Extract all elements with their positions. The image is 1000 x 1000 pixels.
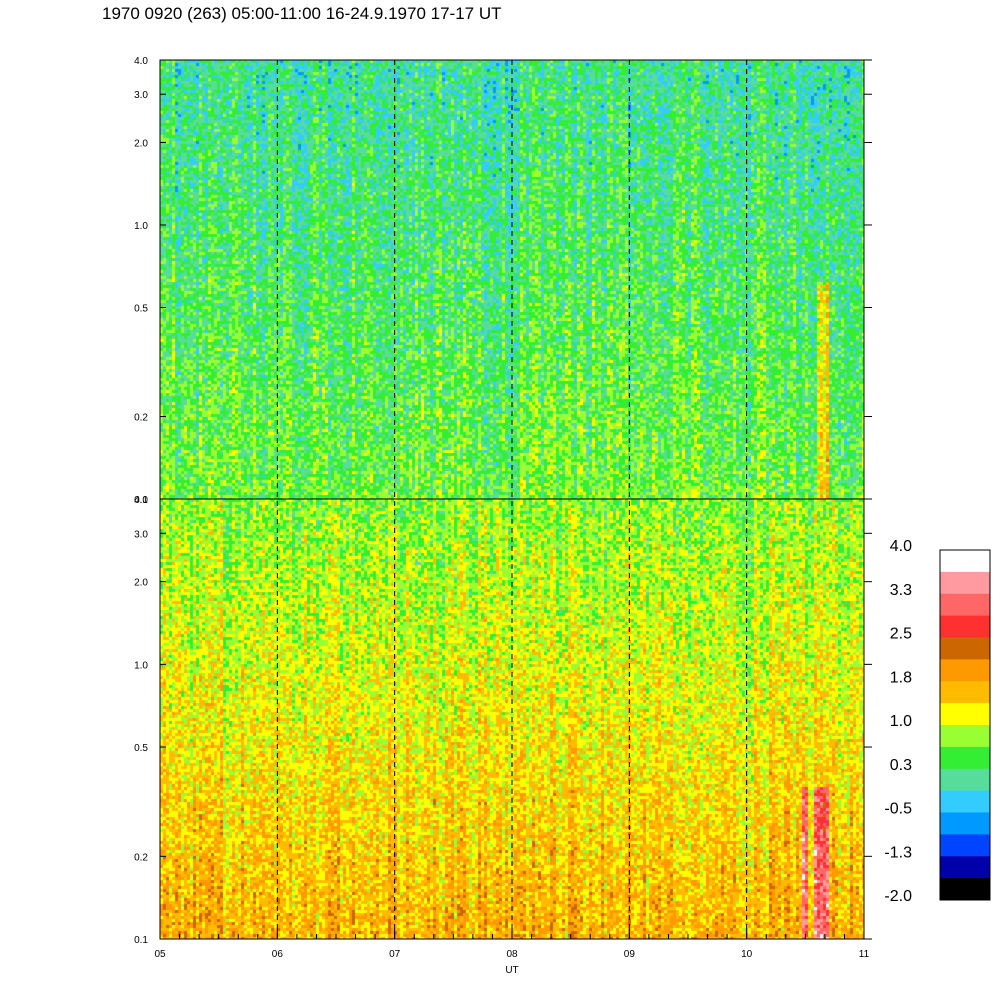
colorbar-swatch bbox=[940, 659, 990, 682]
y-tick-label: 2.0 bbox=[134, 138, 148, 149]
y-tick-label: 1.0 bbox=[134, 221, 148, 232]
chart-title: 1970 0920 (263) 05:00-11:00 16-24.9.1970… bbox=[102, 4, 502, 23]
x-tick-label: 05 bbox=[154, 949, 166, 960]
y-tick-label: 0.1 bbox=[134, 935, 148, 946]
x-tick-label: 08 bbox=[506, 949, 518, 960]
colorbar-swatch bbox=[940, 834, 990, 857]
colorbar-swatch bbox=[940, 812, 990, 835]
y-tick-label: 1.0 bbox=[134, 660, 148, 671]
colorbar-swatch bbox=[940, 593, 990, 617]
colorbar-label: 0.3 bbox=[890, 757, 912, 774]
colorbar-label: 3.3 bbox=[890, 582, 912, 599]
y-tick-label: 3.0 bbox=[134, 529, 148, 540]
colorbar-swatch bbox=[940, 856, 990, 879]
y-tick-label: 0.2 bbox=[134, 852, 148, 863]
x-tick-label: 09 bbox=[624, 949, 636, 960]
colorbar-swatch bbox=[940, 615, 990, 638]
y-tick-label: 3.0 bbox=[134, 90, 148, 101]
y-tick-label: 0.1 bbox=[134, 495, 148, 506]
colorbar-label: 1.8 bbox=[890, 669, 912, 686]
colorbar-swatch bbox=[940, 725, 990, 748]
colorbar-label: 4.0 bbox=[890, 538, 912, 555]
x-tick-label: 10 bbox=[741, 949, 753, 960]
colorbar-swatch bbox=[940, 703, 990, 726]
colorbar-swatch bbox=[940, 878, 990, 901]
colorbar-swatch bbox=[940, 571, 990, 595]
y-tick-label: 4.0 bbox=[134, 56, 148, 67]
y-tick-label: 4.0 bbox=[134, 495, 148, 506]
colorbar-frame bbox=[939, 549, 991, 901]
y-tick-label: 0.2 bbox=[134, 413, 148, 424]
x-tick-label: 06 bbox=[272, 949, 284, 960]
y-tick-label: 0.5 bbox=[134, 743, 148, 754]
colorbar-swatch bbox=[940, 550, 990, 573]
colorbar-swatch bbox=[940, 790, 990, 813]
colorbar-label: 1.0 bbox=[890, 713, 912, 730]
x-tick-label: 07 bbox=[389, 949, 401, 960]
y-tick-label: 2.0 bbox=[134, 578, 148, 589]
colorbar-label: -0.5 bbox=[884, 801, 912, 818]
colorbar-swatch bbox=[940, 768, 990, 792]
colorbar-swatch bbox=[940, 681, 990, 704]
colorbar-label: -1.3 bbox=[884, 844, 912, 861]
colorbar-label: -2.0 bbox=[884, 888, 912, 905]
colorbar-swatch bbox=[940, 637, 990, 660]
colorbar-label: 2.5 bbox=[890, 626, 912, 643]
x-tick-label: 11 bbox=[859, 949, 870, 960]
colorbar-swatch bbox=[940, 746, 990, 770]
y-tick-label: 0.5 bbox=[134, 303, 148, 314]
x-axis-label: UT bbox=[505, 965, 518, 976]
